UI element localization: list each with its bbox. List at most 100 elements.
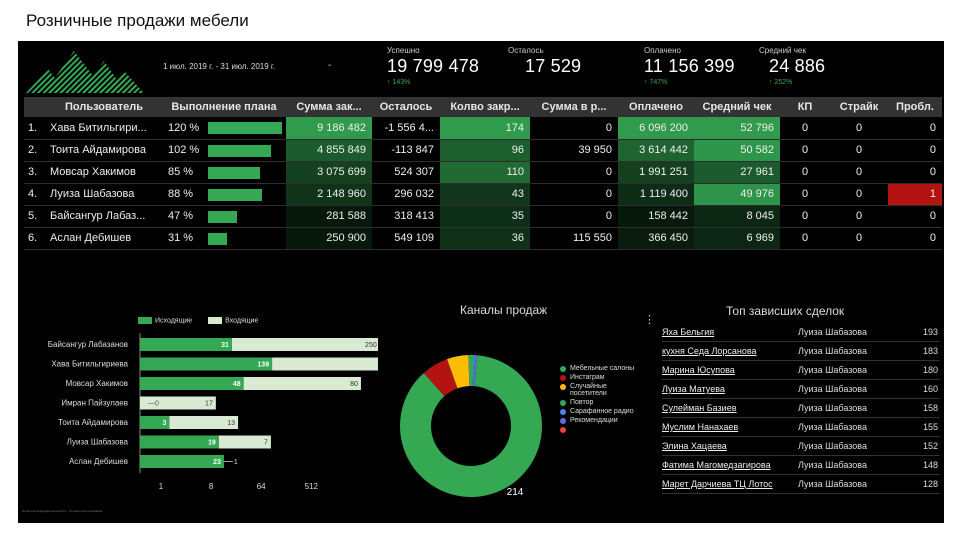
cell-count: 35 (440, 205, 530, 228)
column-header[interactable]: Сумма в р... (530, 97, 618, 117)
column-header[interactable]: КП (780, 97, 830, 117)
bar-category-label: Луиза Шабазова (67, 438, 129, 447)
table-row[interactable]: 3. Мовсар Хакимов 85 % 3 075 699 524 307 110 0… (24, 161, 942, 184)
cell-count: 96 (440, 139, 530, 162)
bar-outgoing (140, 357, 273, 371)
cell-count: 43 (440, 183, 530, 206)
kpi-label: Успешно (387, 46, 420, 55)
deal-count: 193 (922, 327, 938, 337)
deal-link[interactable]: Яха Бельгия (662, 327, 715, 337)
date-range-picker[interactable]: 1 июл. 2019 г. - 31 июл. 2019 г. (163, 62, 276, 71)
donut-legend-item[interactable]: Инстаграм (560, 374, 640, 381)
cell-prob: 0 (888, 161, 942, 184)
cell-count: 36 (440, 227, 530, 250)
table-row[interactable]: 5. Байсангур Лабаз... 47 % 281 588 318 413 35… (24, 205, 942, 228)
cell-user: Луиза Шабазова (46, 183, 162, 206)
donut-slice[interactable] (400, 355, 542, 497)
cell-left: 296 032 (372, 183, 440, 206)
cell-in-work: 0 (530, 117, 618, 140)
table-row[interactable]: 4. Луиза Шабазова 88 % 2 148 960 296 032 43 0 1… (24, 183, 942, 206)
column-header[interactable]: Выполнение плана (162, 97, 286, 117)
column-header[interactable]: Средний чек (694, 97, 780, 117)
donut-legend-item[interactable]: Мебельные салоны (560, 365, 640, 372)
deal-link[interactable]: Муслим Нанахаев (662, 422, 739, 432)
donut-slice[interactable] (468, 355, 474, 387)
cell-strike: 0 (830, 205, 888, 228)
legend-label: Исходящие (155, 317, 193, 325)
column-header[interactable]: Пользователь (46, 97, 162, 117)
deal-row: Муслим Нанахаев Луиза Шабазова 155 (662, 418, 940, 437)
cell-left: 549 109 (372, 227, 440, 250)
donut-data-label: 214 (507, 487, 524, 497)
bar-incoming-value: 80 (350, 381, 358, 388)
sales-table: Пользователь Выполнение плана Сумма зак...… (24, 97, 942, 250)
bar-incoming (140, 396, 216, 410)
plan-progress-bar (208, 232, 228, 245)
legend-item-outgoing[interactable]: Исходящие (138, 317, 192, 324)
donut-legend-item[interactable]: Случайные посетители (560, 383, 640, 397)
column-header[interactable]: Пробл. (888, 97, 942, 117)
legend-dot-icon (560, 409, 566, 415)
cell-strike: 0 (830, 117, 888, 140)
legend-label: Сарафанное радио (570, 408, 634, 415)
date-range-dropdown[interactable]: - (328, 60, 332, 71)
deal-count: 155 (922, 422, 938, 432)
cell-paid: 3 614 442 (618, 139, 694, 162)
cell-sum: 4 855 849 (286, 139, 372, 162)
donut-legend-item[interactable]: Сарафанное радио (560, 408, 640, 415)
deal-link[interactable]: Сулейман Базиев (662, 403, 737, 413)
donut-slice[interactable] (447, 355, 470, 389)
donut-legend-item[interactable]: Рекомендации (560, 417, 640, 424)
deal-link[interactable]: кухня Седа Лорсанова (662, 346, 757, 356)
column-header[interactable]: Страйк (830, 97, 888, 117)
table-row[interactable]: 6. Аслан Дебишев 31 % 250 900 549 109 36 115 5… (24, 227, 942, 250)
more-vert-icon[interactable]: ⋮ (644, 314, 655, 326)
deal-link[interactable]: Марина Юсупова (662, 365, 735, 375)
legend-dot-icon (560, 375, 566, 381)
donut-legend-item[interactable]: Повтор (560, 399, 640, 406)
bar-outgoing-value: 19 (208, 440, 216, 447)
legend-label: Инстаграм (570, 374, 605, 381)
cell-plan: 31 % (162, 227, 286, 250)
column-header[interactable]: Осталось (372, 97, 440, 117)
cell-in-work: 0 (530, 161, 618, 184)
deal-user: Луиза Шабазова (798, 441, 867, 451)
kpi-value: 11 156 399 (644, 56, 735, 76)
cell-sum: 3 075 699 (286, 161, 372, 184)
top-deals-title: Топ зависших сделок (726, 304, 845, 318)
cell-prob: 0 (888, 227, 942, 250)
cell-idx: 3. (24, 161, 46, 184)
deal-row: Яха Бельгия Луиза Шабазова 193 (662, 323, 940, 342)
kpi-remaining: Осталось 17 529 (508, 46, 581, 77)
deal-link[interactable]: Элина Хацаева (662, 441, 727, 451)
donut-slice[interactable] (473, 355, 478, 387)
kpi-value: 24 886 (769, 56, 826, 76)
cell-idx: 2. (24, 139, 46, 162)
deal-link[interactable]: Марет Дарчиева ТЦ Лотос (662, 479, 773, 489)
bar-incoming-value: 250 (365, 342, 377, 349)
column-header[interactable]: Оплачено (618, 97, 694, 117)
bar-outgoing-value: 23 (213, 459, 221, 466)
cell-user: Байсангур Лабаз... (46, 205, 162, 228)
plan-percent: 120 % (168, 121, 200, 134)
deal-link[interactable]: Фатима Магомедзагирова (662, 460, 771, 470)
plan-progress-bar (208, 188, 263, 201)
column-header[interactable]: Колво закр... (440, 97, 530, 117)
table-row[interactable]: 1. Хава Битильгири... 120 % 9 186 482 -1 556… (24, 117, 942, 140)
column-header[interactable] (24, 97, 46, 117)
column-header[interactable]: Сумма зак... (286, 97, 372, 117)
bar-chart-legend: Исходящие Входящие (138, 317, 258, 324)
table-row[interactable]: 2. Тоита Айдамирова 102 % 4 855 849 -113 847… (24, 139, 942, 162)
legend-item-incoming[interactable]: Входящие (208, 317, 258, 324)
cell-count: 110 (440, 161, 530, 184)
deal-user: Луиза Шабазова (798, 365, 867, 375)
x-tick-label: 1 (159, 482, 164, 491)
donut-legend-item[interactable] (560, 426, 640, 433)
cell-user: Мовсар Хакимов (46, 161, 162, 184)
donut-slice[interactable] (472, 355, 476, 387)
deal-link[interactable]: Луиза Матуева (662, 384, 725, 394)
deal-row: кухня Седа Лорсанова Луиза Шабазова 183 (662, 342, 940, 361)
cell-plan: 102 % (162, 139, 286, 162)
donut-slice[interactable] (423, 359, 458, 397)
